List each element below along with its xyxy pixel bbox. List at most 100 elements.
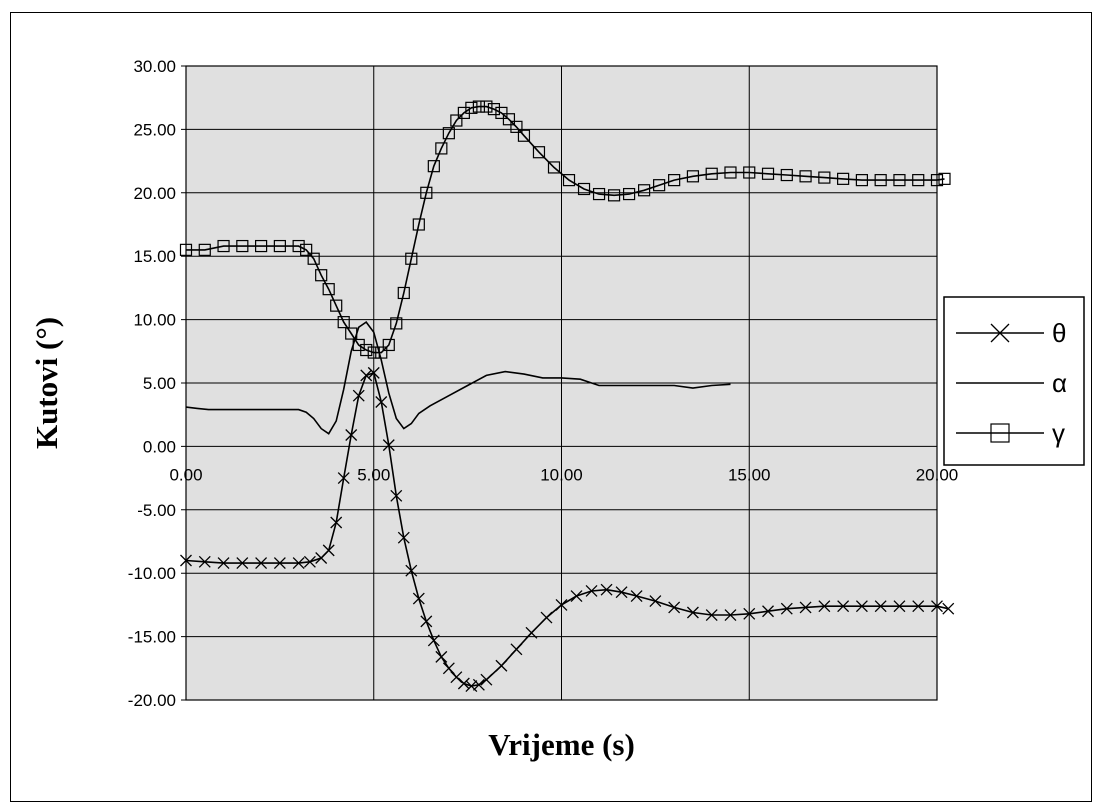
data-point [397, 531, 410, 544]
data-point [420, 186, 433, 199]
data-point [638, 184, 651, 197]
data-point [322, 283, 335, 296]
data-point [450, 671, 463, 684]
data-point [367, 346, 380, 359]
y-tick-labels: 30.00 25.00 20.00 15.00 10.00 5.00 0.00 -5.00 -1… [128, 57, 176, 710]
data-point [382, 338, 395, 352]
data-point [912, 174, 925, 187]
data-point [442, 662, 455, 675]
data-point [217, 239, 230, 253]
data-point [480, 673, 493, 686]
data-point [330, 299, 343, 312]
data-point [303, 555, 316, 568]
data-point [337, 316, 350, 329]
data-point [837, 172, 850, 185]
data-point [668, 601, 681, 614]
gridlines [181, 65, 938, 701]
data-point [540, 611, 553, 624]
data-point [837, 600, 850, 613]
data-point [510, 643, 523, 656]
data-point [179, 243, 193, 256]
data-point [427, 160, 440, 173]
y-tick-label: 5.00 [143, 374, 176, 393]
legend-item: γ [956, 418, 1065, 448]
data-point [427, 634, 440, 647]
y-tick-label: -10.00 [128, 564, 176, 583]
data-point [442, 127, 455, 140]
data-point [360, 343, 373, 357]
data-point [705, 167, 718, 180]
data-point [382, 439, 395, 452]
data-point [668, 174, 681, 187]
data-point [855, 174, 869, 187]
y-tick-label: 30.00 [133, 57, 176, 76]
data-point [818, 171, 831, 184]
legend-box [943, 296, 1085, 466]
data-point [236, 557, 249, 570]
series-line [186, 105, 945, 354]
series-line [185, 321, 731, 435]
data-point [255, 557, 268, 570]
data-point [457, 677, 470, 690]
data-point [495, 659, 508, 672]
data-point [292, 239, 305, 253]
y-tick-label: 0.00 [143, 437, 176, 456]
data-point [273, 557, 286, 570]
x-tick-label: 10.00 [540, 465, 583, 484]
data-point [375, 346, 388, 359]
data-point [630, 590, 643, 602]
x-tick-labels: 0.00 5.00 10.00 15.00 20.00 [169, 465, 958, 484]
data-point [762, 605, 774, 618]
data-point [273, 239, 286, 253]
data-point [686, 606, 699, 619]
data-point [502, 113, 516, 126]
data-point [300, 243, 313, 256]
data-point [390, 317, 403, 330]
data-point [517, 129, 531, 142]
data-point [397, 286, 410, 300]
data-point [217, 557, 230, 570]
data-point [412, 592, 425, 605]
series-gamma [179, 100, 951, 359]
data-point [705, 609, 718, 622]
data-point [510, 120, 523, 133]
y-tick-label: 25.00 [133, 120, 176, 139]
legend: θαγ [943, 296, 1085, 466]
data-point [255, 239, 268, 253]
data-point [405, 252, 418, 265]
data-point [855, 600, 868, 613]
data-point [761, 167, 775, 180]
data-point [495, 106, 508, 120]
data-point [585, 584, 598, 597]
legend-item: α [956, 368, 1067, 398]
data-point [345, 327, 358, 340]
data-point [724, 166, 737, 179]
data-point [893, 174, 906, 187]
legend-label: α [1052, 368, 1067, 398]
data-point [315, 269, 328, 282]
data-point [874, 600, 887, 613]
y-tick-label: 10.00 [133, 311, 176, 330]
data-point [375, 396, 388, 408]
data-point [525, 626, 538, 639]
data-point [799, 170, 812, 183]
data-point [570, 590, 583, 602]
data-point [465, 101, 478, 114]
data-point [532, 146, 546, 159]
data-point [180, 554, 192, 567]
x-tick-label: 15.00 [728, 465, 771, 484]
data-point [562, 174, 576, 187]
y-tick-label: -20.00 [128, 691, 176, 710]
data-point [198, 555, 211, 568]
x-tick-label: 0.00 [169, 465, 202, 484]
y-tick-label: -15.00 [128, 628, 176, 647]
series-theta [180, 366, 955, 693]
data-point [472, 100, 485, 113]
legend-label: γ [1052, 418, 1065, 448]
data-point [600, 583, 613, 596]
data-point [292, 557, 305, 570]
data-point [893, 600, 906, 613]
data-point [615, 586, 628, 599]
